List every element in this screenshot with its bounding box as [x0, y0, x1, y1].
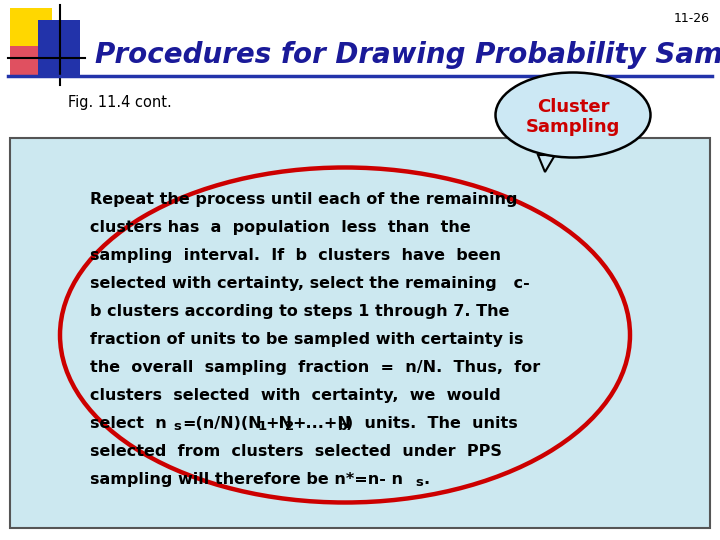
Text: clusters  selected  with  certainty,  we  would: clusters selected with certainty, we wou… — [90, 388, 500, 403]
Text: s: s — [415, 476, 423, 489]
FancyBboxPatch shape — [10, 8, 52, 46]
Text: selected  from  clusters  selected  under  PPS: selected from clusters selected under PP… — [90, 444, 502, 459]
Text: b clusters according to steps 1 through 7. The: b clusters according to steps 1 through … — [90, 304, 510, 319]
FancyBboxPatch shape — [38, 20, 80, 75]
Text: s: s — [173, 420, 181, 433]
Text: .: . — [423, 472, 429, 487]
Text: =(n/N)(N: =(n/N)(N — [182, 416, 261, 431]
Text: 1: 1 — [258, 420, 267, 433]
Text: )  units.  The  units: ) units. The units — [346, 416, 518, 431]
Text: clusters has  a  population  less  than  the: clusters has a population less than the — [90, 220, 471, 235]
Text: +N: +N — [265, 416, 292, 431]
Text: sampling will therefore be n*=n- n: sampling will therefore be n*=n- n — [90, 472, 403, 487]
Polygon shape — [538, 155, 555, 172]
Text: selected with certainty, select the remaining   c-: selected with certainty, select the rema… — [90, 276, 530, 291]
Text: +...+N: +...+N — [292, 416, 351, 431]
Text: b: b — [338, 420, 348, 433]
Text: fraction of units to be sampled with certainty is: fraction of units to be sampled with cer… — [90, 332, 523, 347]
Text: Fig. 11.4 cont.: Fig. 11.4 cont. — [68, 95, 172, 110]
Text: the  overall  sampling  fraction  =  n/N.  Thus,  for: the overall sampling fraction = n/N. Thu… — [90, 360, 540, 375]
Text: sampling  interval.  If  b  clusters  have  been: sampling interval. If b clusters have be… — [90, 248, 501, 263]
FancyBboxPatch shape — [10, 138, 710, 528]
Text: Sampling: Sampling — [526, 118, 620, 136]
Text: select  n: select n — [90, 416, 167, 431]
Text: Procedures for Drawing Probability Samples: Procedures for Drawing Probability Sampl… — [95, 41, 720, 69]
Text: 11-26: 11-26 — [674, 12, 710, 25]
Ellipse shape — [495, 72, 650, 158]
Text: Cluster: Cluster — [536, 98, 609, 116]
FancyBboxPatch shape — [10, 38, 52, 76]
Text: Repeat the process until each of the remaining: Repeat the process until each of the rem… — [90, 192, 518, 207]
Text: 2: 2 — [285, 420, 294, 433]
